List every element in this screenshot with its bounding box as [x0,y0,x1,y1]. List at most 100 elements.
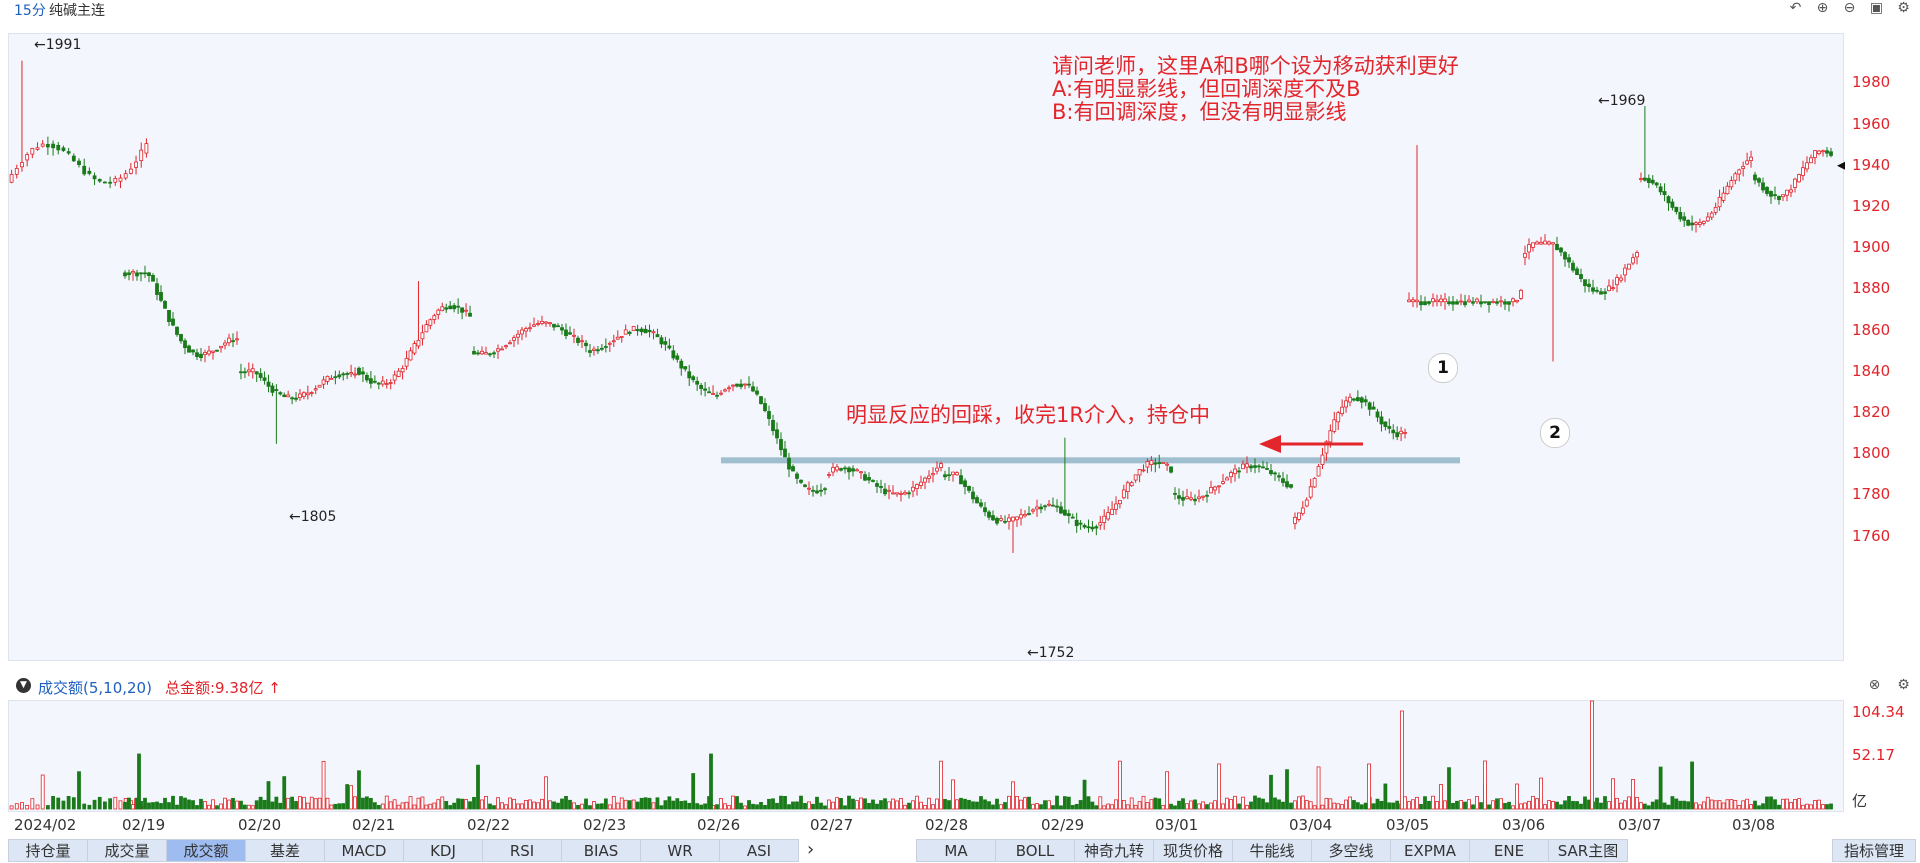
candle-body [1059,506,1063,514]
volume-bar [843,805,847,810]
tab-6[interactable]: RSI [482,839,562,862]
tab-1[interactable]: 成交量 [87,839,167,862]
volume-bar [1583,796,1587,810]
tab-0[interactable]: 持仓量 [8,839,88,862]
candle-body [855,469,859,472]
candle-body [560,327,564,331]
collapse-icon[interactable]: ▼ [16,678,31,693]
volume-bar [691,773,696,810]
volume-bar [207,804,211,810]
volume-bar [223,797,227,810]
volume-bar [835,797,839,810]
date-tick-label: 03/08 [1732,816,1776,834]
candle-body [651,331,656,334]
volume-bar [412,804,417,810]
volume-bar [167,802,171,810]
settings-icon[interactable]: ⚙ [1897,677,1910,693]
volume-bar [432,802,437,810]
overlay-tab-1[interactable]: BOLL [995,839,1075,862]
candle-body [472,350,476,355]
candle-body [743,383,747,386]
more-tabs-chevron-icon[interactable]: › [807,839,815,860]
volume-bar [480,799,484,810]
volume-bar [103,801,107,810]
candle-body [584,342,588,347]
indicator-manage-button[interactable]: 指标管理 [1832,839,1916,862]
tab-3[interactable]: 基差 [245,839,325,862]
candle-body [915,483,919,489]
volume-bar [1678,800,1683,810]
candle-body [1587,283,1591,288]
candle-body [1051,504,1055,507]
candle-body [1583,279,1587,287]
candle-body [1821,150,1825,153]
zoom-out-icon[interactable]: ⊖ [1843,0,1856,16]
candle-body [887,489,891,492]
volume-bar [199,798,203,810]
volume-bar [1694,802,1698,810]
volume-bar [1801,804,1805,810]
tab-5[interactable]: KDJ [403,839,483,862]
candle-body [1709,212,1714,218]
price-chart-panel[interactable] [8,33,1845,662]
candle-body [1479,301,1483,305]
candle-body [1571,262,1575,271]
candle-body [496,348,500,352]
candle-body [727,387,731,390]
overlay-tab-6[interactable]: EXPMA [1390,839,1470,862]
layout-icon[interactable]: ▣ [1869,0,1884,16]
tab-9[interactable]: ASI [719,839,799,862]
volume-bar [635,801,640,810]
volume-bar [1749,804,1753,810]
date-tick-label: 02/21 [352,816,396,834]
overlay-tab-0[interactable]: MA [916,839,996,862]
volume-bar [1642,803,1647,810]
volume-bar [137,753,141,810]
candle-body [588,350,592,353]
tab-4[interactable]: MACD [324,839,404,862]
price-tick-label: 1780 [1852,485,1891,504]
undo-icon[interactable]: ↶ [1789,0,1802,16]
overlay-tab-5[interactable]: 多空线 [1311,839,1391,862]
volume-bar [464,799,468,810]
period-label[interactable]: 15分 [14,3,46,19]
volume-bar [1177,800,1181,810]
overlay-tab-4[interactable]: 牛能线 [1232,839,1312,862]
volume-bar [1273,797,1277,810]
volume-bar [1328,798,1333,810]
volume-bar [151,802,155,810]
overlay-tab-3[interactable]: 现货价格 [1153,839,1233,862]
candle-body [147,272,151,276]
settings-icon[interactable]: ⚙ [1897,0,1910,16]
volume-bar [1713,800,1718,810]
overlay-tab-8[interactable]: SAR主图 [1548,839,1628,862]
volume-bar [1078,800,1083,810]
volume-bar [955,799,959,810]
candlestick-chart[interactable] [9,34,1845,662]
volume-bar [1157,798,1162,810]
overlay-tab-7[interactable]: ENE [1469,839,1549,862]
candle-body [215,349,219,352]
candle-body [967,485,971,491]
close-icon[interactable]: ⊗ [1868,677,1881,693]
tab-8[interactable]: WR [640,839,720,862]
date-tick-label: 03/05 [1386,816,1430,834]
volume-bar [1487,804,1491,810]
candle-body [947,474,951,477]
candle-body [1149,460,1154,465]
volume-bar [1027,796,1031,810]
candle-body [1293,516,1297,524]
volume-bar [1213,800,1217,810]
candle-body [564,329,568,337]
volume-chart-panel[interactable] [8,700,1844,812]
tab-2[interactable]: 成交额 [166,839,246,862]
volume-bar [313,798,318,810]
candle-body [1379,416,1384,425]
volume-bar-chart[interactable] [9,700,1845,813]
zoom-in-icon[interactable]: ⊕ [1816,0,1829,16]
candle-body [456,305,461,308]
overlay-tab-2[interactable]: 神奇九转 [1074,839,1154,862]
volume-bar [855,800,859,810]
tab-7[interactable]: BIAS [561,839,641,862]
volume-indicator-name[interactable]: 成交额(5,10,20) [38,679,152,697]
